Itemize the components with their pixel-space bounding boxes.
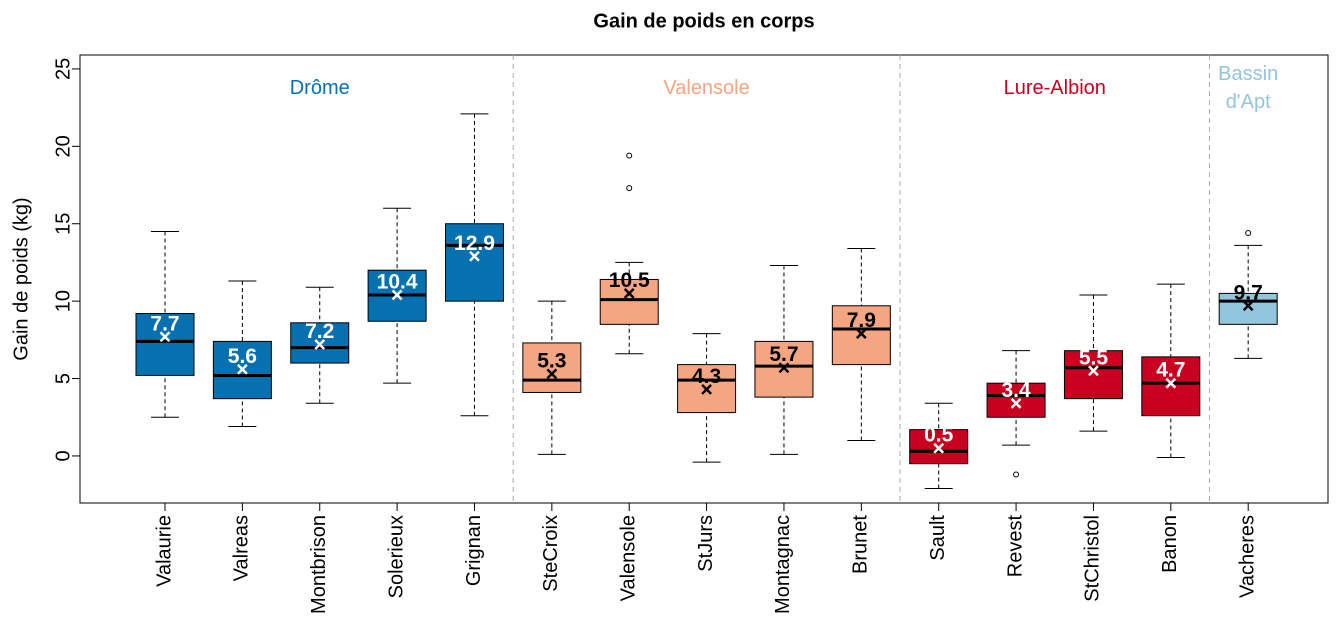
x-tick-label: StChristol [1082, 515, 1104, 602]
box [444, 223, 504, 302]
x-tick-label: Montagnac [772, 515, 794, 614]
y-tick-label: 15 [52, 213, 74, 235]
y-axis-label: Gain de poids (kg) [10, 197, 32, 360]
outlier [1013, 471, 1020, 478]
mean-label: 10.5 [609, 269, 650, 292]
x-tick-label: Banon [1159, 515, 1181, 573]
box [1063, 350, 1123, 400]
group-label: Lure-Albion [1003, 77, 1106, 99]
x-tick-label: Brunet [850, 515, 872, 574]
outlier [1245, 230, 1252, 237]
box [1218, 292, 1278, 325]
mean-label: 7.2 [305, 320, 334, 343]
mean-label: 10.4 [377, 270, 418, 293]
group-label: Drôme [289, 77, 350, 99]
box [986, 382, 1046, 418]
chart-title: Gain de poids en corps [593, 10, 814, 32]
y-tick-label: 0 [52, 450, 74, 461]
mean-marker [314, 339, 326, 350]
y-tick-label: 5 [52, 373, 74, 384]
mean-marker [1010, 397, 1022, 409]
x-tick-label: Montbrison [308, 515, 330, 614]
box [1141, 356, 1201, 417]
box [522, 342, 582, 393]
mean-marker [1088, 365, 1099, 377]
x-tick-label: Valensole [618, 515, 640, 601]
x-tick-label: Vacheres [1236, 515, 1258, 598]
mean-marker [469, 250, 480, 262]
mean-label: 5.6 [228, 345, 257, 368]
mean-label: 4.3 [692, 365, 721, 388]
x-tick-label: Valaurie [153, 515, 175, 587]
x-tick-label: Valreas [231, 515, 253, 581]
box [135, 313, 195, 376]
group-label-box: Drôme [289, 77, 350, 99]
mean-marker [701, 383, 712, 395]
mean-label: 5.7 [769, 343, 798, 366]
box [599, 278, 659, 325]
mean-marker [1242, 300, 1254, 312]
mean-label: 5.5 [1079, 346, 1109, 369]
group-label-box: Lure-Albion [1003, 77, 1106, 99]
mean-label: 5.3 [537, 349, 566, 372]
mean-label: 9.7 [1234, 281, 1263, 304]
mean-marker [391, 289, 403, 301]
x-tick-label: StJurs [695, 515, 717, 572]
mean-marker [933, 442, 945, 454]
y-tick-label: 10 [52, 290, 74, 312]
group-label: Bassin d'Apt [1218, 63, 1279, 113]
mean-marker [546, 368, 558, 380]
x-tick-label: Sault [927, 515, 949, 561]
x-tick-label: Revest [1004, 515, 1026, 578]
outlier [626, 185, 633, 192]
mean-marker [1165, 377, 1177, 389]
mean-label: 3.4 [1001, 379, 1031, 402]
outlier [626, 152, 633, 159]
mean-marker [623, 288, 635, 299]
mean-label: 0.5 [924, 424, 954, 447]
mean-label: 7.7 [150, 312, 179, 335]
y-tick-label: 20 [52, 135, 74, 157]
mean-label: 4.7 [1156, 359, 1185, 382]
y-tick-label: 25 [52, 58, 74, 80]
mean-label: 7.9 [847, 309, 876, 332]
group-label-box: Valensole [663, 77, 750, 99]
mean-marker [159, 331, 171, 343]
group-label-box: Bassin d'Apt [1218, 63, 1279, 113]
mean-label: 12.9 [454, 232, 495, 255]
mean-marker [778, 362, 790, 374]
mean-marker [236, 363, 248, 375]
x-tick-label: Solerieux [385, 515, 407, 598]
mean-marker [855, 328, 867, 340]
x-tick-label: SteCroix [540, 515, 562, 592]
x-tick-label: Grignan [463, 515, 485, 586]
plot-frame [79, 54, 1329, 504]
group-label: Valensole [663, 77, 750, 99]
